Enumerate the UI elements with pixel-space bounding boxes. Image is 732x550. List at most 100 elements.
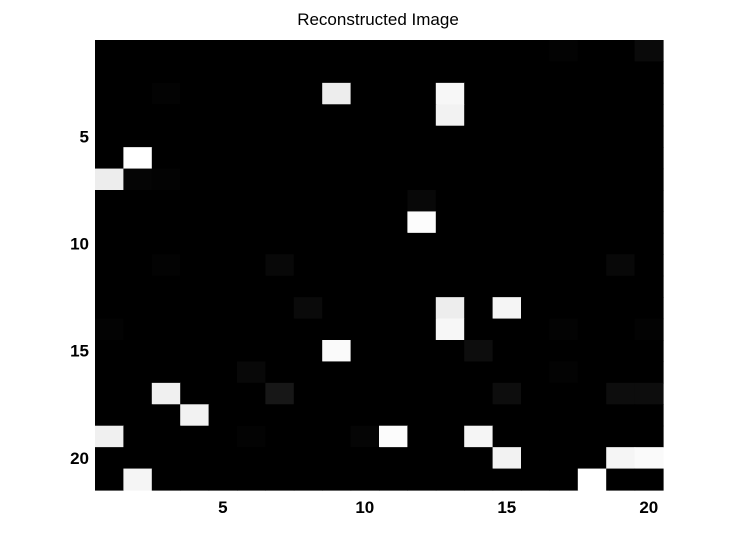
heatmap-cell-r7-c14	[464, 169, 493, 191]
heatmap-cell-r6-c7	[265, 147, 294, 169]
heatmap-cell-r16-c3	[152, 361, 181, 383]
heatmap-cell-r7-c17	[549, 169, 578, 191]
heatmap-cell-r6-c11	[379, 147, 408, 169]
heatmap-cell-r10-c15	[493, 233, 522, 255]
heatmap-cell-r1-c8	[294, 40, 323, 62]
heatmap-cell-r5-c6	[237, 126, 266, 148]
heatmap-cell-r16-c15	[493, 361, 522, 383]
heatmap-cell-r8-c8	[294, 190, 323, 212]
heatmap-cell-r14-c11	[379, 319, 408, 341]
heatmap-cell-r1-c20	[635, 40, 664, 62]
heatmap-cell-r8-c9	[322, 190, 351, 212]
heatmap-cell-r17-c14	[464, 383, 493, 405]
heatmap-cell-r14-c5	[209, 319, 238, 341]
heatmap-cell-r11-c10	[351, 254, 380, 276]
heatmap-cell-r3-c14	[464, 83, 493, 105]
heatmap-cell-r7-c15	[493, 169, 522, 191]
heatmap-cell-r6-c8	[294, 147, 323, 169]
heatmap-cell-r7-c5	[209, 169, 238, 191]
heatmap-cell-r15-c12	[407, 340, 436, 362]
heatmap-cell-r2-c20	[635, 61, 664, 83]
heatmap-cell-r10-c12	[407, 233, 436, 255]
y-tick-label: 5	[80, 127, 89, 146]
heatmap-cell-r12-c10	[351, 276, 380, 298]
heatmap-cell-r15-c16	[521, 340, 550, 362]
heatmap-cell-r16-c19	[606, 361, 635, 383]
heatmap-cell-r21-c11	[379, 469, 408, 491]
heatmap-cell-r1-c2	[123, 40, 152, 62]
heatmap-cell-r21-c4	[180, 469, 209, 491]
heatmap-cell-r19-c15	[493, 426, 522, 448]
heatmap-cell-r4-c11	[379, 104, 408, 126]
heatmap-cell-r6-c6	[237, 147, 266, 169]
heatmap-cell-r18-c2	[123, 404, 152, 426]
heatmap-cell-r21-c14	[464, 469, 493, 491]
heatmap-cell-r13-c16	[521, 297, 550, 319]
heatmap-cell-r2-c7	[265, 61, 294, 83]
heatmap-cell-r20-c17	[549, 447, 578, 469]
heatmap-cell-r10-c16	[521, 233, 550, 255]
heatmap-cell-r5-c16	[521, 126, 550, 148]
heatmap-cell-r2-c3	[152, 61, 181, 83]
heatmap-cell-r4-c19	[606, 104, 635, 126]
heatmap-cell-r8-c12	[407, 190, 436, 212]
heatmap-cell-r16-c16	[521, 361, 550, 383]
heatmap-cell-r19-c6	[237, 426, 266, 448]
heatmap-cell-r3-c1	[95, 83, 124, 105]
heatmap-cell-r16-c2	[123, 361, 152, 383]
heatmap-cell-r11-c6	[237, 254, 266, 276]
heatmap-cell-r15-c2	[123, 340, 152, 362]
heatmap-cell-r11-c14	[464, 254, 493, 276]
heatmap-cell-r12-c3	[152, 276, 181, 298]
heatmap-cell-r8-c7	[265, 190, 294, 212]
heatmap-cell-r18-c5	[209, 404, 238, 426]
heatmap-cell-r12-c12	[407, 276, 436, 298]
heatmap-cell-r12-c1	[95, 276, 124, 298]
heatmap-cell-r9-c11	[379, 211, 408, 233]
heatmap-cell-r15-c13	[436, 340, 465, 362]
heatmap-cell-r5-c12	[407, 126, 436, 148]
heatmap-cell-r13-c8	[294, 297, 323, 319]
heatmap-cell-r8-c11	[379, 190, 408, 212]
heatmap-cell-r16-c11	[379, 361, 408, 383]
heatmap-cell-r1-c3	[152, 40, 181, 62]
heatmap-cell-r18-c13	[436, 404, 465, 426]
heatmap-cell-r13-c10	[351, 297, 380, 319]
heatmap-cell-r16-c14	[464, 361, 493, 383]
heatmap-cell-r9-c8	[294, 211, 323, 233]
heatmap-cell-r2-c12	[407, 61, 436, 83]
heatmap-cell-r16-c17	[549, 361, 578, 383]
heatmap-cell-r3-c16	[521, 83, 550, 105]
heatmap-cell-r12-c15	[493, 276, 522, 298]
heatmap-cell-r20-c14	[464, 447, 493, 469]
heatmap-cell-r2-c11	[379, 61, 408, 83]
heatmap-cell-r5-c2	[123, 126, 152, 148]
heatmap-cell-r21-c1	[95, 469, 124, 491]
heatmap-cell-r11-c17	[549, 254, 578, 276]
heatmap-cell-r10-c3	[152, 233, 181, 255]
heatmap-cell-r13-c12	[407, 297, 436, 319]
heatmap-cell-r9-c10	[351, 211, 380, 233]
heatmap-cell-r16-c13	[436, 361, 465, 383]
heatmap-cell-r19-c5	[209, 426, 238, 448]
heatmap-cell-r19-c12	[407, 426, 436, 448]
heatmap-cell-r6-c19	[606, 147, 635, 169]
heatmap-cell-r18-c4	[180, 404, 209, 426]
heatmap-cell-r6-c2	[123, 147, 152, 169]
heatmap-cell-r14-c7	[265, 319, 294, 341]
heatmap-cell-r15-c18	[578, 340, 607, 362]
heatmap-cell-r20-c3	[152, 447, 181, 469]
heatmap-cell-r19-c11	[379, 426, 408, 448]
heatmap-cell-r14-c10	[351, 319, 380, 341]
heatmap-cell-r11-c18	[578, 254, 607, 276]
heatmap-cell-r1-c16	[521, 40, 550, 62]
heatmap-cell-r3-c17	[549, 83, 578, 105]
heatmap-cell-r19-c10	[351, 426, 380, 448]
heatmap-cell-r13-c6	[237, 297, 266, 319]
heatmap-cell-r21-c13	[436, 469, 465, 491]
heatmap-cell-r3-c7	[265, 83, 294, 105]
heatmap-cell-r19-c14	[464, 426, 493, 448]
heatmap-cell-r3-c9	[322, 83, 351, 105]
heatmap-cell-r2-c2	[123, 61, 152, 83]
heatmap-cell-r19-c19	[606, 426, 635, 448]
